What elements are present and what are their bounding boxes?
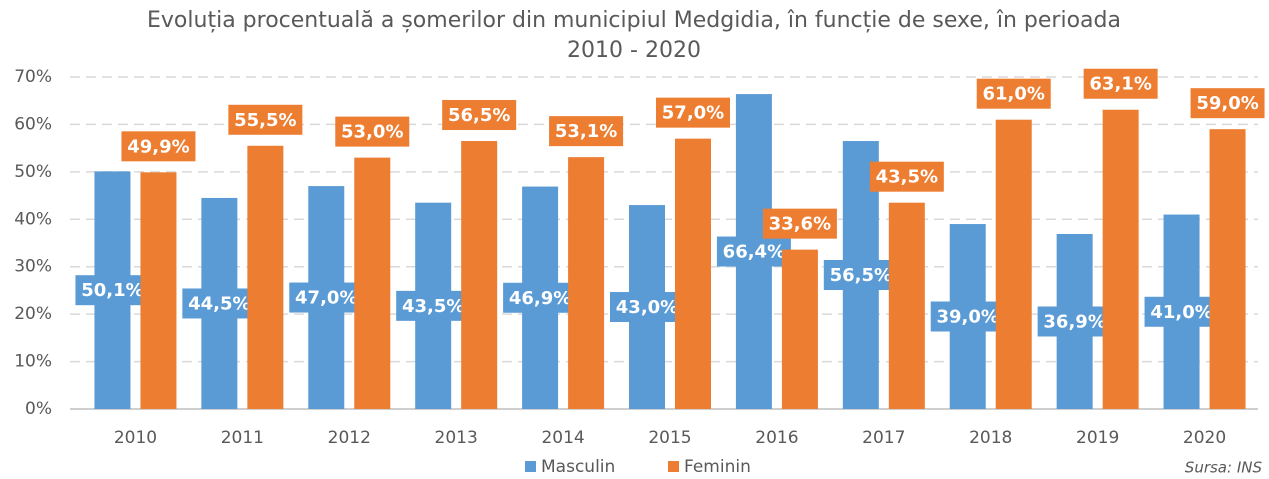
data-label-box [656, 97, 730, 128]
data-label: 43,5% [402, 296, 464, 317]
data-label-box [396, 290, 471, 321]
data-label: 55,5% [234, 110, 296, 131]
x-tick-label: 2015 [648, 428, 691, 448]
x-tick-label: 2018 [969, 428, 1012, 448]
bar [675, 138, 711, 409]
data-label-box [869, 161, 944, 192]
data-label: 43,5% [876, 167, 938, 188]
data-label-box [503, 282, 578, 313]
data-label-box [1144, 296, 1219, 327]
x-tick-label: 2013 [435, 428, 478, 448]
data-label: 41,0% [1150, 302, 1212, 323]
data-label: 57,0% [662, 103, 724, 124]
y-tick-label: 60% [14, 114, 52, 134]
data-label-box [716, 236, 791, 267]
bar [781, 249, 818, 409]
y-tick-label: 10% [14, 352, 52, 372]
x-tick-label: 2014 [541, 428, 584, 448]
y-tick-label: 20% [14, 304, 52, 324]
data-label-box [1083, 68, 1158, 99]
data-label-box [121, 131, 196, 162]
data-label: 36,9% [1043, 311, 1105, 332]
data-label: 33,6% [769, 214, 831, 235]
x-tick-label: 2017 [862, 428, 905, 448]
bar [354, 157, 391, 409]
data-label: 61,0% [983, 84, 1045, 105]
data-label-box [976, 78, 1051, 109]
y-tick-label: 40% [14, 209, 52, 229]
data-label: 43,0% [616, 297, 678, 318]
data-label: 53,1% [555, 121, 617, 142]
data-label-box [228, 104, 303, 135]
bar [888, 202, 925, 409]
data-label-box [762, 208, 837, 239]
data-label: 44,5% [188, 293, 250, 314]
y-tick-label: 70% [14, 67, 52, 87]
data-label: 63,1% [1089, 74, 1151, 95]
x-tick-label: 2011 [221, 428, 264, 448]
data-label: 50,1% [81, 280, 143, 301]
bar [568, 157, 605, 409]
data-label: 53,0% [341, 122, 403, 143]
data-label-box [930, 301, 1005, 332]
data-label: 66,4% [723, 242, 785, 263]
x-tick-label: 2016 [755, 428, 798, 448]
x-tick-label: 2012 [328, 428, 371, 448]
data-label: 56,5% [448, 105, 510, 126]
x-tick-label: 2019 [1076, 428, 1119, 448]
y-tick-label: 50% [14, 162, 52, 182]
data-label: 49,9% [127, 136, 189, 157]
chart-title: Evoluția procentuală a șomerilor din mun… [147, 8, 1121, 63]
data-label-box [182, 288, 257, 319]
legend-swatch [525, 461, 536, 472]
bar [1209, 129, 1246, 409]
bar [461, 141, 498, 409]
data-label-box [75, 275, 150, 306]
bar [1102, 109, 1139, 410]
data-label: 59,0% [1196, 93, 1258, 114]
legend-label: Feminin [684, 457, 751, 477]
x-tick-label: 2010 [114, 428, 157, 448]
source: Sursa: INS [1185, 459, 1263, 477]
data-label-box [1037, 306, 1112, 337]
data-label-box [335, 116, 410, 147]
data-label: 46,9% [509, 288, 571, 309]
data-label: 39,0% [937, 307, 999, 328]
legend-label: Masculin [541, 457, 615, 477]
data-label: 56,5% [830, 265, 892, 286]
bar [995, 119, 1032, 409]
data-label: 47,0% [295, 288, 357, 309]
data-label-box [823, 260, 898, 291]
data-label-box [610, 292, 684, 323]
data-label-box [1190, 88, 1265, 119]
data-label-box [549, 116, 624, 147]
bar [247, 145, 284, 409]
y-tick-label: 0% [25, 399, 52, 419]
data-label-box [289, 282, 364, 313]
x-tick-label: 2020 [1183, 428, 1226, 448]
bar [140, 172, 177, 409]
data-label-box [442, 100, 517, 131]
y-tick-label: 30% [14, 257, 52, 277]
legend-swatch [668, 461, 679, 472]
